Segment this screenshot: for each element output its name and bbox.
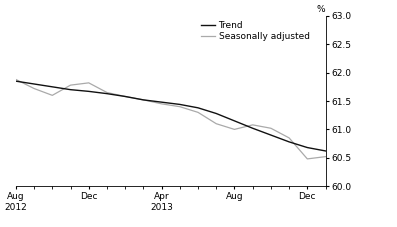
Text: %: % [317, 5, 326, 14]
Seasonally adjusted [177, 105, 182, 108]
Seasonally adjusted [123, 95, 127, 98]
Seasonally adjusted [104, 91, 109, 94]
Trend [104, 92, 109, 95]
Line: Seasonally adjusted: Seasonally adjusted [16, 79, 326, 159]
Trend [323, 150, 328, 152]
Seasonally adjusted [287, 136, 291, 139]
Trend [287, 141, 291, 143]
Line: Trend: Trend [16, 81, 326, 151]
Trend [13, 80, 18, 82]
Trend [305, 146, 310, 149]
Seasonally adjusted [268, 127, 273, 130]
Trend [214, 112, 219, 115]
Seasonally adjusted [214, 122, 219, 125]
Trend [87, 90, 91, 93]
Trend [196, 106, 200, 109]
Trend [232, 120, 237, 122]
Seasonally adjusted [250, 123, 255, 126]
Seasonally adjusted [159, 102, 164, 105]
Legend: Trend, Seasonally adjusted: Trend, Seasonally adjusted [198, 17, 313, 45]
Seasonally adjusted [141, 99, 146, 101]
Seasonally adjusted [196, 111, 200, 114]
Trend [268, 134, 273, 136]
Trend [68, 88, 73, 91]
Seasonally adjusted [50, 94, 55, 97]
Trend [177, 103, 182, 106]
Seasonally adjusted [87, 81, 91, 84]
Seasonally adjusted [13, 78, 18, 81]
Seasonally adjusted [232, 128, 237, 131]
Seasonally adjusted [323, 155, 328, 158]
Trend [159, 101, 164, 104]
Seasonally adjusted [68, 84, 73, 86]
Seasonally adjusted [305, 158, 310, 160]
Trend [141, 99, 146, 101]
Trend [250, 127, 255, 130]
Seasonally adjusted [32, 87, 37, 90]
Trend [32, 83, 37, 85]
Trend [50, 85, 55, 88]
Trend [123, 95, 127, 98]
